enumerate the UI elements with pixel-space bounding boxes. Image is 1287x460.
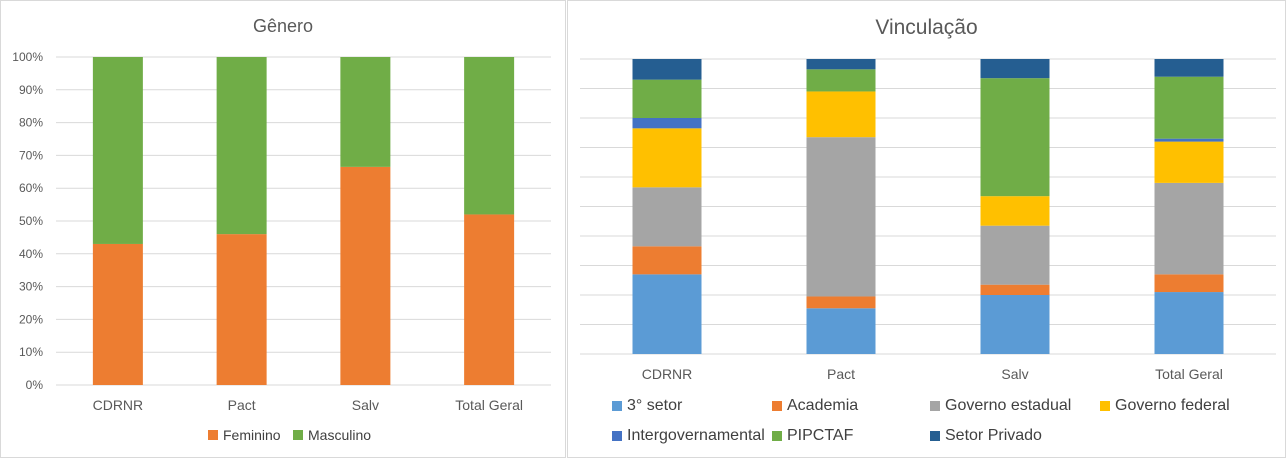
x-category-label: Total Geral bbox=[1155, 366, 1223, 382]
bar-governo-federal-cdrnr bbox=[632, 128, 702, 188]
genero-chart-panel: Gênero 0% 10% 20% 30% 40% 50% 60% 70% 80% 90% 100%… bbox=[0, 0, 566, 458]
legend-label: Feminino bbox=[223, 427, 281, 443]
legend-swatch bbox=[612, 401, 622, 411]
bar-3-setor-total-geral bbox=[1154, 292, 1224, 354]
bar-pipctaf-cdrnr bbox=[632, 79, 702, 118]
legend-item-governo-federal: Governo federal bbox=[1100, 397, 1230, 415]
legend-label: Setor Privado bbox=[945, 427, 1042, 444]
legend-label: PIPCTAF bbox=[787, 427, 854, 444]
y-tick-label: 50% bbox=[19, 214, 43, 228]
legend-swatch bbox=[612, 431, 622, 441]
legend-item-setor-privado: Setor Privado bbox=[930, 427, 1042, 445]
vinculacao-chart-panel: Vinculação CDRNR Pact Salv Total Geral 3° s… bbox=[567, 0, 1286, 458]
y-tick-label: 0% bbox=[26, 378, 44, 392]
bar-setor-privado-total-geral bbox=[1154, 59, 1224, 77]
bar-academia-salv bbox=[980, 284, 1050, 295]
x-category-label: CDRNR bbox=[93, 397, 144, 413]
legend-swatch bbox=[772, 431, 782, 441]
y-tick-label: 80% bbox=[19, 116, 43, 130]
legend-item-feminino: Feminino bbox=[208, 427, 281, 443]
legend-label: Academia bbox=[787, 397, 859, 414]
bar-academia-cdrnr bbox=[632, 246, 702, 275]
bar-masculino-pact bbox=[216, 57, 267, 235]
vinculacao-chart-plot: CDRNR Pact Salv Total Geral bbox=[580, 58, 1276, 382]
bar-pipctaf-total-geral bbox=[1154, 76, 1224, 139]
bar-masculino-total-geral bbox=[464, 57, 515, 215]
legend-label: Intergovernamental bbox=[627, 427, 765, 444]
y-tick-label: 40% bbox=[19, 247, 43, 261]
bar-governo-federal-total-geral bbox=[1154, 141, 1224, 183]
x-category-label: Salv bbox=[352, 397, 379, 413]
legend-item-masculino: Masculino bbox=[293, 427, 371, 443]
legend-item-academia: Academia bbox=[772, 397, 858, 415]
bar-feminino-salv bbox=[340, 166, 391, 385]
legend-swatch bbox=[1100, 401, 1110, 411]
bar-feminino-pact bbox=[216, 234, 267, 385]
bar-governo-estadual-cdrnr bbox=[632, 187, 702, 247]
genero-chart-plot: 0% 10% 20% 30% 40% 50% 60% 70% 80% 90% 100% CDRNR Pa… bbox=[12, 50, 551, 413]
bar-academia-pact bbox=[806, 296, 876, 309]
legend-label: Governo estadual bbox=[945, 397, 1072, 414]
y-tick-label: 10% bbox=[19, 345, 43, 359]
x-category-label: Salv bbox=[1001, 366, 1028, 382]
y-tick-label: 100% bbox=[12, 50, 43, 64]
legend-label: 3° setor bbox=[627, 397, 683, 414]
genero-chart-title: Gênero bbox=[252, 16, 314, 36]
legend-item-governo-estadual: Governo estadual bbox=[930, 397, 1071, 415]
legend-swatch bbox=[772, 401, 782, 411]
bar-governo-estadual-salv bbox=[980, 225, 1050, 285]
legend-label: Masculino bbox=[308, 427, 372, 443]
legend-swatch bbox=[930, 401, 940, 411]
legend-item-intergovernamental: Intergovernamental bbox=[612, 427, 765, 445]
bar-governo-federal-pact bbox=[806, 91, 876, 138]
bar-academia-total-geral bbox=[1154, 274, 1224, 293]
bar-pipctaf-pact bbox=[806, 69, 876, 92]
x-category-label: Pact bbox=[827, 366, 855, 382]
bar-masculino-cdrnr bbox=[92, 57, 143, 244]
bar-masculino-salv bbox=[340, 57, 391, 167]
y-tick-label: 60% bbox=[19, 181, 43, 195]
y-tick-label: 20% bbox=[19, 312, 43, 326]
bar-governo-estadual-total-geral bbox=[1154, 182, 1224, 275]
x-category-label: CDRNR bbox=[642, 366, 693, 382]
bar-3-setor-pact bbox=[806, 308, 876, 354]
x-category-label: Pact bbox=[228, 397, 256, 413]
bar-feminino-cdrnr bbox=[92, 243, 143, 385]
bar-governo-federal-salv bbox=[980, 196, 1050, 226]
bar-setor-privado-cdrnr bbox=[632, 59, 702, 80]
legend-item-pipctaf: PIPCTAF bbox=[772, 427, 853, 445]
bar-intergovernamental-cdrnr bbox=[632, 118, 702, 129]
legend-item-3-setor: 3° setor bbox=[612, 397, 682, 415]
bar-3-setor-cdrnr bbox=[632, 274, 702, 354]
legend-swatch bbox=[930, 431, 940, 441]
bar-governo-estadual-pact bbox=[806, 137, 876, 297]
bar-setor-privado-salv bbox=[980, 59, 1050, 79]
bar-feminino-total-geral bbox=[464, 214, 515, 385]
y-tick-label: 30% bbox=[19, 280, 43, 294]
legend-swatch bbox=[293, 430, 303, 440]
bar-pipctaf-salv bbox=[980, 78, 1050, 197]
bar-setor-privado-pact bbox=[806, 59, 876, 70]
legend-swatch bbox=[208, 430, 218, 440]
x-category-label: Total Geral bbox=[455, 397, 523, 413]
y-tick-label: 90% bbox=[19, 83, 43, 97]
vinculacao-chart-title: Vinculação bbox=[875, 16, 978, 39]
y-tick-label: 70% bbox=[19, 148, 43, 162]
bar-3-setor-salv bbox=[980, 295, 1050, 354]
legend-label: Governo federal bbox=[1115, 397, 1230, 414]
bar-intergovernamental-total-geral bbox=[1154, 138, 1224, 142]
